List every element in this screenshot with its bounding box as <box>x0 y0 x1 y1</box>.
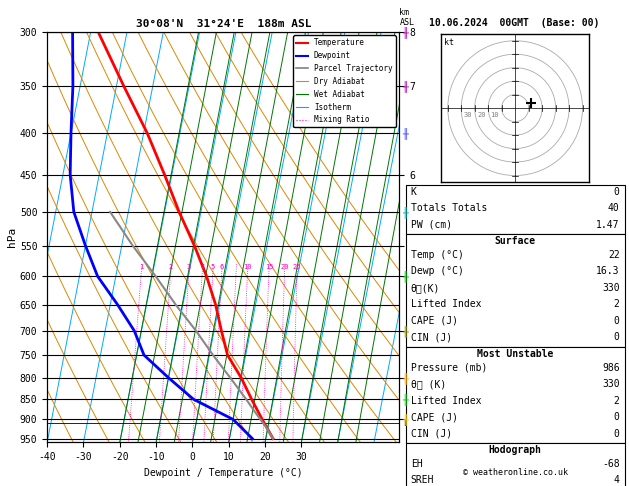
Text: Lifted Index: Lifted Index <box>411 299 481 310</box>
Text: Temp (°C): Temp (°C) <box>411 250 464 260</box>
Text: ╫: ╫ <box>403 393 408 405</box>
Text: 330: 330 <box>602 379 620 389</box>
Text: 0: 0 <box>614 332 620 343</box>
Text: ╫: ╫ <box>403 127 408 139</box>
Text: SREH: SREH <box>411 475 434 486</box>
Text: ╫: ╫ <box>403 325 408 337</box>
Text: 40: 40 <box>608 203 620 213</box>
Text: CAPE (J): CAPE (J) <box>411 316 458 326</box>
Text: ╫: ╫ <box>403 80 408 92</box>
Text: 986: 986 <box>602 363 620 373</box>
Text: 22: 22 <box>608 250 620 260</box>
Text: 10: 10 <box>491 112 499 118</box>
Text: 0: 0 <box>614 412 620 422</box>
Text: PW (cm): PW (cm) <box>411 220 452 230</box>
Text: 3: 3 <box>187 264 191 270</box>
Y-axis label: hPa: hPa <box>7 227 17 247</box>
Text: CIN (J): CIN (J) <box>411 332 452 343</box>
Text: CAPE (J): CAPE (J) <box>411 412 458 422</box>
Text: Surface: Surface <box>494 236 536 246</box>
Text: K: K <box>411 187 416 197</box>
Text: CIN (J): CIN (J) <box>411 429 452 439</box>
Text: 0: 0 <box>614 429 620 439</box>
Y-axis label: Mixing Ratio (g/kg): Mixing Ratio (g/kg) <box>420 190 429 284</box>
Legend: Temperature, Dewpoint, Parcel Trajectory, Dry Adiabat, Wet Adiabat, Isotherm, Mi: Temperature, Dewpoint, Parcel Trajectory… <box>293 35 396 127</box>
Text: 1: 1 <box>140 264 143 270</box>
Text: -68: -68 <box>602 459 620 469</box>
Text: 1.47: 1.47 <box>596 220 620 230</box>
Text: Totals Totals: Totals Totals <box>411 203 487 213</box>
Text: 4: 4 <box>614 475 620 486</box>
Text: 2: 2 <box>614 396 620 406</box>
Text: © weatheronline.co.uk: © weatheronline.co.uk <box>463 468 567 477</box>
Text: Most Unstable: Most Unstable <box>477 349 554 359</box>
Text: θᴇ (K): θᴇ (K) <box>411 379 446 389</box>
Title: 30°08'N  31°24'E  188m ASL: 30°08'N 31°24'E 188m ASL <box>135 19 311 30</box>
Text: 20: 20 <box>477 112 486 118</box>
Text: Lifted Index: Lifted Index <box>411 396 481 406</box>
Text: ╫: ╫ <box>403 270 408 282</box>
Text: 10.06.2024  00GMT  (Base: 00): 10.06.2024 00GMT (Base: 00) <box>430 18 599 29</box>
Text: ╫: ╫ <box>403 206 408 218</box>
X-axis label: Dewpoint / Temperature (°C): Dewpoint / Temperature (°C) <box>144 468 303 478</box>
Text: LCL: LCL <box>404 419 418 428</box>
Text: kt: kt <box>443 38 454 47</box>
Text: Pressure (mb): Pressure (mb) <box>411 363 487 373</box>
Text: ╫: ╫ <box>403 414 408 425</box>
Text: ╫: ╫ <box>403 372 408 384</box>
Text: 30: 30 <box>464 112 472 118</box>
Text: 2: 2 <box>614 299 620 310</box>
Text: 0: 0 <box>614 187 620 197</box>
Text: 10: 10 <box>243 264 252 270</box>
Text: Dewp (°C): Dewp (°C) <box>411 266 464 277</box>
Text: θᴇ(K): θᴇ(K) <box>411 283 440 293</box>
Text: 2: 2 <box>169 264 173 270</box>
Text: 6: 6 <box>220 264 224 270</box>
Text: EH: EH <box>411 459 423 469</box>
Text: 15: 15 <box>265 264 273 270</box>
Text: 25: 25 <box>292 264 301 270</box>
Text: 0: 0 <box>614 316 620 326</box>
Text: 16.3: 16.3 <box>596 266 620 277</box>
Text: 20: 20 <box>281 264 289 270</box>
Text: ╫: ╫ <box>403 26 408 37</box>
Text: 330: 330 <box>602 283 620 293</box>
Text: km
ASL: km ASL <box>399 8 415 28</box>
Text: Hodograph: Hodograph <box>489 445 542 455</box>
Text: 5: 5 <box>211 264 215 270</box>
Text: 4: 4 <box>200 264 204 270</box>
